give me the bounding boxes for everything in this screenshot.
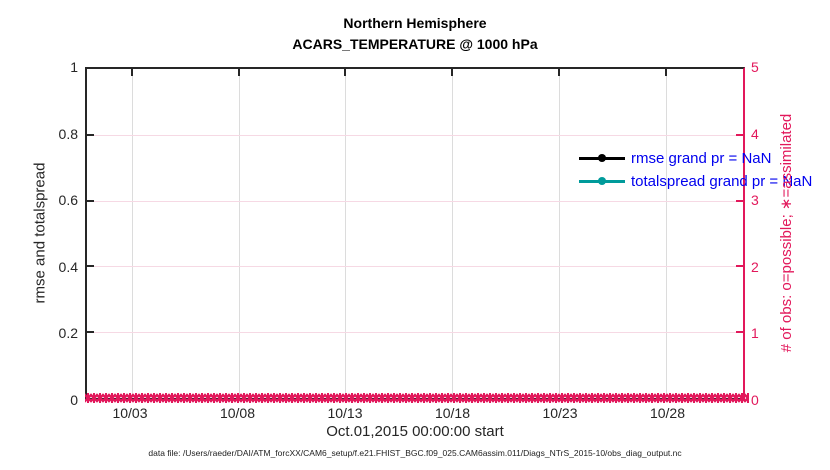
obs-markers-band [85, 391, 749, 405]
xtick-label: 10/08 [219, 405, 256, 421]
data-file-caption: data file: /Users/raeder/DAI/ATM_forcXX/… [148, 448, 682, 458]
left-ytick-label: 0.4 [58, 258, 78, 275]
legend: rmse grand pr = NaN totalspread grand pr… [579, 149, 812, 195]
axis-tick [87, 265, 94, 268]
right-ytick-label: 4 [751, 125, 759, 142]
legend-entry-rmse: rmse grand pr = NaN [579, 149, 812, 167]
gridline-vertical [665, 69, 667, 398]
x-axis-label: Oct.01,2015 00:00:00 start [326, 423, 504, 440]
gridline-vertical [452, 69, 454, 398]
totalspread-line-sample-icon [579, 177, 625, 185]
axis-tick [87, 199, 94, 202]
axis-tick [87, 133, 94, 136]
axis-tick [736, 199, 743, 202]
axis-tick [344, 69, 347, 76]
axis-tick [237, 69, 240, 76]
gridline-vertical [559, 69, 561, 398]
right-ytick-label: 1 [751, 325, 759, 342]
gridline-horizontal [87, 200, 743, 202]
xtick-label: 10/28 [649, 405, 686, 421]
rmse-line-sample-icon [579, 154, 625, 162]
axis-tick [736, 133, 743, 136]
right-ytick-label: 3 [751, 192, 759, 209]
right-ytick-label: 2 [751, 258, 759, 275]
right-y-axis-label: # of obs: o=possible; ∗=assimilated [778, 113, 795, 353]
chart-title: Northern Hemisphere [343, 15, 487, 31]
axis-tick [87, 331, 94, 334]
left-ytick-label: 0.8 [58, 125, 78, 142]
legend-label: rmse grand pr = NaN [631, 149, 772, 167]
legend-entry-totalspread: totalspread grand pr = NaN [579, 172, 812, 190]
gridline-horizontal [87, 266, 743, 268]
xtick-label: 10/18 [434, 405, 471, 421]
totalspread-marker-dot-icon [598, 177, 606, 185]
gridline-vertical [345, 69, 347, 398]
left-y-axis-label: rmse and totalspread [31, 162, 49, 304]
chart-subtitle: ACARS_TEMPERATURE @ 1000 hPa [292, 36, 538, 52]
gridline-vertical [238, 69, 240, 398]
gridline-horizontal [87, 332, 743, 334]
gridline-horizontal [87, 134, 743, 136]
gridline-vertical [131, 69, 133, 398]
left-ytick-label: 0 [70, 392, 78, 408]
right-ytick-label: 0 [751, 392, 759, 408]
xtick-label: 10/03 [112, 405, 148, 421]
left-ytick-label: 0.2 [58, 325, 78, 342]
axis-tick [451, 69, 454, 76]
axis-tick [130, 69, 133, 76]
chart-title-block: Northern Hemisphere ACARS_TEMPERATURE @ … [85, 13, 745, 55]
rmse-marker-dot-icon [598, 154, 606, 162]
xtick-label: 10/13 [327, 405, 363, 421]
left-ytick-label: 0.6 [58, 192, 78, 209]
axis-tick [736, 331, 743, 334]
legend-label: totalspread grand pr = NaN [631, 172, 813, 190]
left-ytick-label: 1 [70, 59, 78, 75]
axis-tick [558, 69, 561, 76]
axis-tick [664, 69, 667, 76]
right-ytick-label: 5 [751, 59, 759, 75]
plot-area: rmse grand pr = NaN totalspread grand pr… [85, 67, 812, 405]
xtick-label: 10/23 [542, 405, 578, 421]
axis-tick [736, 265, 743, 268]
